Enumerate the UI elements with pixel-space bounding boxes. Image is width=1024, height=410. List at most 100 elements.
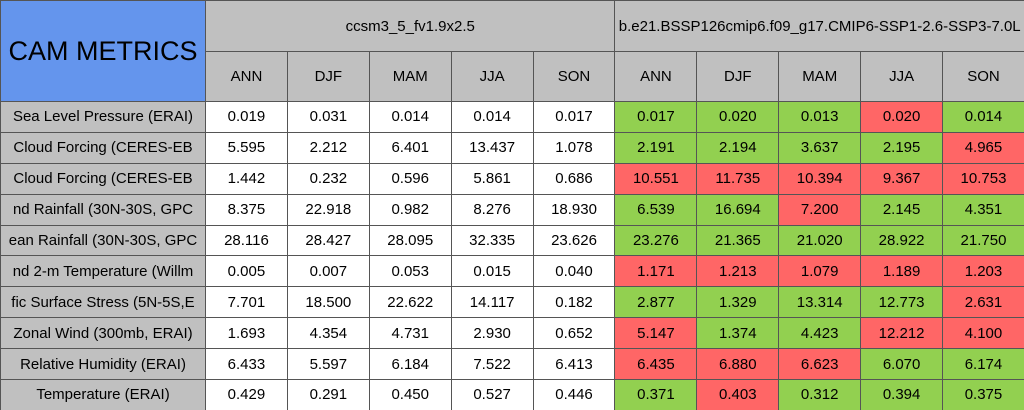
- metric-value: 21.750: [942, 224, 1024, 257]
- metric-value: 13.437: [450, 131, 534, 164]
- row: Cloud Forcing (CERES-EB 1.442 0.232 0.596 5.…: [0, 162, 1024, 195]
- metric-value: 2.145: [860, 193, 944, 226]
- metric-label-text: fic Surface Stress (5N-5S,E: [11, 293, 195, 311]
- season-header: SON: [942, 51, 1024, 102]
- metric-value: 4.423: [778, 317, 862, 350]
- season-header: DJF: [286, 51, 370, 102]
- metric-label: Temperature (ERAI): [0, 379, 206, 410]
- row: nd 2-m Temperature (Willm 0.005 0.007 0.053…: [0, 255, 1024, 288]
- metric-value: 18.500: [286, 286, 370, 319]
- metric-label: Cloud Forcing (CERES-EB: [0, 131, 206, 164]
- season-header: ANN: [614, 51, 698, 102]
- metric-value: 2.212: [286, 131, 370, 164]
- metric-value: 4.354: [286, 317, 370, 350]
- metric-value: 6.880: [696, 348, 780, 381]
- metric-value: 0.014: [368, 101, 452, 133]
- metric-value: 6.539: [614, 193, 698, 226]
- metric-value: 10.753: [942, 162, 1024, 195]
- row: Sea Level Pressure (ERAI) 0.019 0.031 0.014…: [0, 101, 1024, 133]
- metric-label: nd 2-m Temperature (Willm: [0, 255, 206, 288]
- metric-label-text: Relative Humidity (ERAI): [20, 355, 186, 373]
- metric-value: 10.551: [614, 162, 698, 195]
- metric-value: 28.095: [368, 224, 452, 257]
- metric-value: 1.078: [532, 131, 616, 164]
- row: fic Surface Stress (5N-5S,E 7.701 18.500 22…: [0, 286, 1024, 319]
- metric-value: 7.200: [778, 193, 862, 226]
- metric-value: 28.427: [286, 224, 370, 257]
- metric-value: 0.982: [368, 193, 452, 226]
- metric-value: 7.701: [205, 286, 288, 319]
- row: ANN DJF MAM JJA SON ANN DJF MAM JJA SON: [1, 51, 1024, 102]
- metric-label-text: Cloud Forcing (CERES-EB: [13, 170, 193, 188]
- metric-label-text: nd Rainfall (30N-30S, GPC: [12, 201, 194, 219]
- season-header: MAM: [778, 51, 862, 102]
- metric-value: 8.276: [450, 193, 534, 226]
- metric-value: 12.212: [860, 317, 944, 350]
- metric-value: 0.031: [286, 101, 370, 133]
- case-name: ccsm3_5_fv1.9x2.5: [204, 0, 616, 52]
- metric-value: 2.191: [614, 131, 698, 164]
- metric-label-text: Sea Level Pressure (ERAI): [12, 108, 194, 126]
- metric-value: 6.435: [614, 348, 698, 381]
- metric-value: 1.203: [942, 255, 1024, 288]
- metric-value: 28.922: [860, 224, 944, 257]
- metric-value: 1.693: [205, 317, 288, 350]
- metric-label-text: Zonal Wind (300mb, ERAI): [13, 324, 193, 342]
- metric-value: 8.375: [205, 193, 288, 226]
- metric-value: 6.623: [778, 348, 862, 381]
- metric-value: 0.394: [860, 379, 944, 410]
- metric-value: 5.861: [450, 162, 534, 195]
- metric-label-text: ean Rainfall (30N-30S, GPC: [8, 232, 198, 249]
- metric-value: 13.314: [778, 286, 862, 319]
- season-header: JJA: [450, 51, 534, 102]
- metric-value: 4.100: [942, 317, 1024, 350]
- metric-value: 23.626: [532, 224, 616, 257]
- metric-value: 32.335: [450, 224, 534, 257]
- metric-label: Relative Humidity (ERAI): [0, 348, 206, 381]
- metric-value: 2.631: [942, 286, 1024, 319]
- season-header: MAM: [368, 51, 452, 102]
- metric-value: 0.429: [205, 379, 288, 410]
- metric-value: 0.014: [942, 101, 1024, 133]
- metric-value: 2.877: [614, 286, 698, 319]
- metric-label-text: Cloud Forcing (CERES-EB: [13, 139, 193, 157]
- metric-value: 0.450: [368, 379, 452, 410]
- metric-value: 0.596: [368, 162, 452, 195]
- season-header: DJF: [696, 51, 780, 102]
- metric-value: 28.116: [205, 224, 288, 257]
- row: Temperature (ERAI) 0.429 0.291 0.450 0.527 0.…: [0, 379, 1024, 410]
- metric-value: 0.019: [205, 101, 288, 133]
- row: nd Rainfall (30N-30S, GPC 8.375 22.918 0.98…: [0, 193, 1024, 226]
- metric-label: ean Rainfall (30N-30S, GPC: [0, 224, 206, 257]
- metric-value: 16.694: [696, 193, 780, 226]
- metric-value: 18.930: [532, 193, 616, 226]
- metric-value: 4.731: [368, 317, 452, 350]
- metric-value: 23.276: [614, 224, 698, 257]
- metric-label: nd Rainfall (30N-30S, GPC: [0, 193, 206, 226]
- case-name: b.e21.BSSP126cmip6.f09_g17.CMIP6-SSP1-2.…: [614, 0, 1024, 52]
- metric-value: 10.394: [778, 162, 862, 195]
- metric-value: 0.040: [532, 255, 616, 288]
- metric-value: 0.403: [696, 379, 780, 410]
- metric-value: 2.930: [450, 317, 534, 350]
- metric-label: fic Surface Stress (5N-5S,E: [0, 286, 206, 319]
- metric-value: 6.184: [368, 348, 452, 381]
- metric-value: 0.652: [532, 317, 616, 350]
- metric-value: 0.020: [860, 101, 944, 133]
- metric-value: 0.291: [286, 379, 370, 410]
- metric-value: 0.014: [450, 101, 534, 133]
- metric-value: 9.367: [860, 162, 944, 195]
- metric-value: 14.117: [450, 286, 534, 319]
- metric-value: 1.213: [696, 255, 780, 288]
- metric-value: 2.194: [696, 131, 780, 164]
- metric-value: 0.375: [942, 379, 1024, 410]
- metric-value: 0.053: [368, 255, 452, 288]
- metric-value: 0.182: [532, 286, 616, 319]
- metric-value: 1.329: [696, 286, 780, 319]
- metric-value: 0.232: [286, 162, 370, 195]
- metric-value: 7.522: [450, 348, 534, 381]
- metric-value: 0.686: [532, 162, 616, 195]
- season-header: JJA: [860, 51, 944, 102]
